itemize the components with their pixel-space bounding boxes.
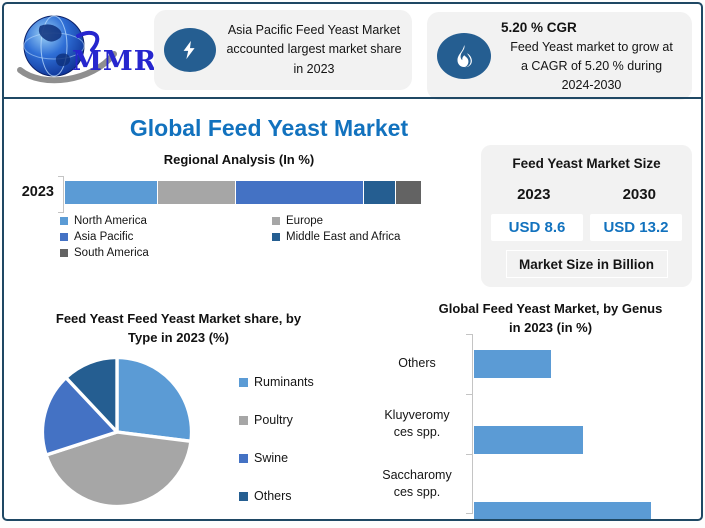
legend-swatch-ruminants bbox=[239, 377, 248, 387]
cagr-headline: 5.20 % CGR bbox=[501, 19, 577, 35]
genus-label-line: Saccharomy bbox=[382, 467, 452, 482]
genus-bar-chart bbox=[474, 334, 688, 519]
legend-swatch-middle-east-and-africa bbox=[272, 233, 280, 241]
pie-slice-swine bbox=[40, 375, 119, 457]
regional-segment-asia-pacific bbox=[235, 181, 363, 204]
legend-label: North America bbox=[74, 215, 147, 227]
legend-swatch-poultry bbox=[239, 415, 248, 425]
market-size-title: Feed Yeast Market Size bbox=[512, 156, 661, 171]
genus-bar-row bbox=[474, 426, 688, 486]
genus-title-line: Global Feed Yeast Market, by Genus bbox=[438, 301, 663, 316]
genus-category-labels: Others Kluyveromy ces spp. Saccharomy ces sp… bbox=[370, 334, 464, 514]
cagr-line: Feed Yeast market to grow at bbox=[510, 40, 673, 54]
genus-axis-tick bbox=[466, 394, 472, 395]
globe-icon bbox=[17, 15, 117, 84]
pie-title-line: Type in 2023 (%) bbox=[128, 329, 229, 345]
legend-label: South America bbox=[74, 247, 149, 259]
market-size-years: 2023 2030 bbox=[481, 186, 692, 203]
pie-slice-poultry bbox=[44, 430, 193, 509]
legend-label: Swine bbox=[254, 451, 289, 465]
legend-label: Europe bbox=[286, 215, 324, 227]
genus-label-line: Others bbox=[398, 356, 436, 371]
legend-item-middle-east-and-africa: Middle East and Africa bbox=[272, 231, 440, 243]
genus-category-label-saccharomyces-spp: Saccharomy ces spp. bbox=[370, 454, 464, 514]
genus-bar-saccharomyces-spp bbox=[474, 502, 651, 519]
genus-category-label-kluyveromyces-spp: Kluyveromy ces spp. bbox=[370, 394, 464, 454]
legend-item-poultry: Poultry bbox=[239, 413, 314, 427]
cagr-callout: 5.20 % CGR Feed Yeast market to grow at … bbox=[427, 12, 692, 100]
legend-label: Poultry bbox=[254, 413, 293, 427]
mmr-logo: MMR bbox=[14, 10, 158, 94]
genus-bar-others bbox=[474, 350, 551, 378]
genus-label-line: ces spp. bbox=[393, 425, 441, 439]
genus-bar-row bbox=[474, 502, 688, 519]
legend-label: Asia Pacific bbox=[74, 231, 134, 243]
legend-swatch-others bbox=[239, 491, 248, 501]
legend-item-asia-pacific: Asia Pacific bbox=[60, 231, 272, 243]
genus-label-line: Kluyveromy bbox=[384, 407, 450, 422]
legend-swatch-south-america bbox=[60, 249, 68, 257]
legend-swatch-asia-pacific bbox=[60, 233, 68, 241]
regional-legend: North America Europe Asia Pacific Middle Ea… bbox=[60, 215, 440, 259]
genus-bar-kluyveromyces-spp bbox=[474, 426, 583, 454]
legend-item-others: Others bbox=[239, 489, 314, 503]
genus-chart-title: Global Feed Yeast Market, by Genus in 20… bbox=[407, 300, 694, 338]
genus-category-label-others: Others bbox=[370, 334, 464, 394]
pie-slice-ruminants bbox=[115, 355, 194, 444]
page-title: Global Feed Yeast Market bbox=[129, 115, 409, 141]
market-size-values: USD 8.6 USD 13.2 bbox=[481, 214, 692, 241]
lightning-icon bbox=[164, 28, 216, 72]
highlight-callout: Asia Pacific Feed Yeast Market accounted… bbox=[154, 10, 412, 90]
regional-segment-europe bbox=[157, 181, 235, 204]
market-size-footnote: Market Size in Billion bbox=[505, 250, 668, 278]
pie-slice-others bbox=[64, 355, 119, 434]
legend-item-south-america: South America bbox=[60, 247, 272, 259]
legend-item-europe: Europe bbox=[272, 215, 440, 227]
genus-axis-tick bbox=[466, 334, 472, 335]
highlight-text: Asia Pacific Feed Yeast Market accounted… bbox=[226, 21, 402, 79]
year-2030-label: 2030 bbox=[622, 186, 656, 203]
pie-chart bbox=[40, 355, 194, 509]
regional-segment-north-america bbox=[65, 181, 157, 204]
pie-legend: Ruminants Poultry Swine Others bbox=[239, 375, 314, 503]
regional-axis bbox=[58, 176, 64, 213]
legend-item-swine: Swine bbox=[239, 451, 314, 465]
legend-label: Middle East and Africa bbox=[286, 231, 401, 243]
regional-year-label: 2023 bbox=[21, 184, 54, 200]
genus-axis-tick bbox=[466, 513, 472, 514]
cagr-line: a CAGR of 5.20 % during bbox=[520, 58, 663, 73]
regional-stacked-bar bbox=[65, 181, 421, 204]
regional-segment-south-america bbox=[396, 181, 421, 204]
legend-item-ruminants: Ruminants bbox=[239, 375, 314, 389]
legend-label: Others bbox=[254, 489, 292, 503]
logo-text: MMR bbox=[72, 46, 158, 77]
highlight-line: in 2023 bbox=[293, 61, 335, 76]
legend-swatch-north-america bbox=[60, 217, 68, 225]
value-2030: USD 13.2 bbox=[590, 214, 682, 241]
genus-label-line: ces spp. bbox=[393, 485, 441, 499]
cagr-line: 2024-2030 bbox=[561, 77, 622, 92]
cagr-text: 5.20 % CGR Feed Yeast market to grow at … bbox=[501, 18, 682, 95]
genus-title-line: in 2023 (in %) bbox=[508, 319, 593, 335]
year-2023-label: 2023 bbox=[517, 186, 551, 203]
genus-bar-row bbox=[474, 350, 688, 410]
pie-chart-title: Feed Yeast Feed Yeast Market share, by T… bbox=[26, 310, 331, 348]
highlight-line: Asia Pacific Feed Yeast Market bbox=[227, 22, 401, 37]
legend-swatch-swine bbox=[239, 453, 248, 463]
market-size-panel: Feed Yeast Market Size 2023 2030 USD 8.6… bbox=[481, 145, 692, 287]
infographic-frame: MMR Asia Pacific Feed Yeast Market accou… bbox=[2, 2, 703, 521]
highlight-line: accounted largest market share bbox=[226, 42, 402, 57]
genus-axis-tick bbox=[466, 454, 472, 455]
regional-chart-title: Regional Analysis (In %) bbox=[163, 152, 315, 167]
regional-segment-middle-east-and-africa bbox=[363, 181, 396, 204]
pie-title-line: Feed Yeast Feed Yeast Market share, by bbox=[55, 311, 302, 326]
genus-axis-line bbox=[472, 334, 473, 514]
legend-label: Ruminants bbox=[254, 375, 314, 389]
legend-item-north-america: North America bbox=[60, 215, 272, 227]
legend-swatch-europe bbox=[272, 217, 280, 225]
value-2023: USD 8.6 bbox=[491, 214, 583, 241]
header-divider bbox=[4, 97, 701, 99]
flame-icon bbox=[437, 33, 491, 79]
